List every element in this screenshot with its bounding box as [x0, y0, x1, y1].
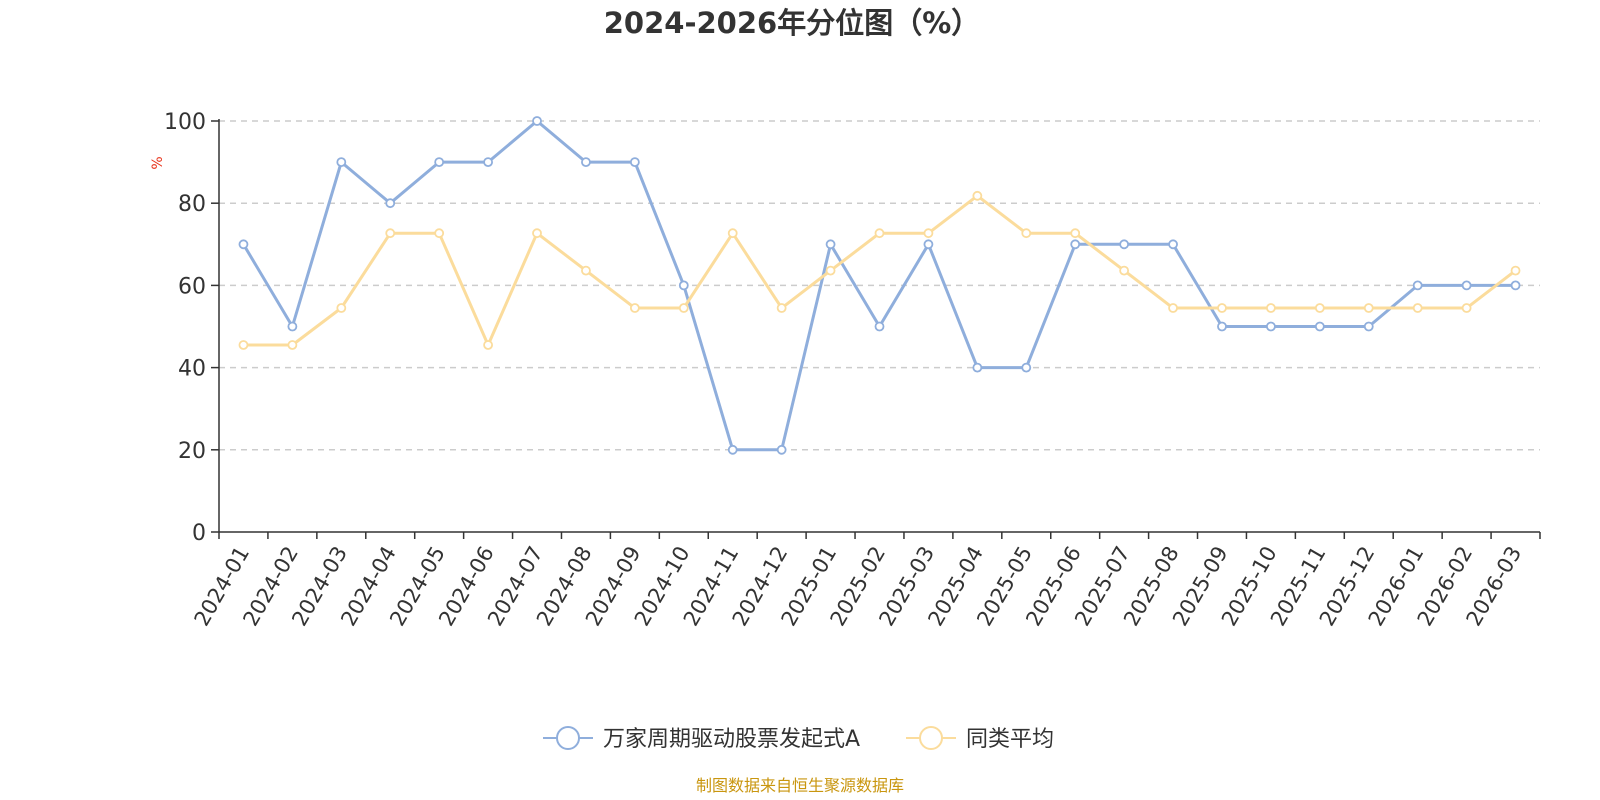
y-tick-label: 20 — [178, 439, 206, 464]
series-1-point — [532, 116, 542, 126]
series-1-point — [1119, 239, 1130, 250]
y-tick-label: 0 — [192, 521, 206, 546]
series-2-point — [727, 228, 738, 239]
chart-title: 2024-2026年分位图（%） — [604, 6, 981, 40]
series-1-point — [1070, 239, 1081, 250]
series-1-point — [1266, 321, 1276, 332]
series-1-point — [1412, 280, 1423, 291]
series-1-point — [1021, 362, 1032, 373]
series-1-point — [923, 239, 934, 250]
series-2-point — [1510, 265, 1521, 276]
series-2-point — [678, 303, 689, 313]
legend[interactable]: 万家周期驱动股票发起式A 同类平均 — [543, 726, 1054, 752]
series-2-point — [972, 190, 983, 201]
series-1-point — [1461, 280, 1472, 291]
series-2-point — [483, 340, 493, 350]
series-2-point — [874, 228, 885, 239]
y-tick-label: 40 — [178, 357, 206, 382]
series-2-point — [776, 303, 787, 313]
legend-circle-icon — [556, 726, 580, 750]
series-2-point — [336, 303, 347, 313]
series-1-point — [972, 362, 983, 373]
series-2-point — [532, 228, 542, 239]
series-1-point — [629, 157, 640, 168]
series-1-point — [1217, 321, 1227, 332]
series-2-point — [1314, 303, 1325, 313]
series-1-point — [238, 239, 249, 250]
series-1-point — [874, 321, 885, 332]
series-2-point — [1021, 228, 1032, 239]
series-layer — [238, 116, 1521, 455]
y-tick-label: 80 — [178, 192, 206, 217]
series-1-point — [336, 157, 347, 168]
source-note: 制图数据来自恒生聚源数据库 — [696, 776, 904, 795]
y-tick-label: 100 — [164, 110, 206, 135]
series-2-point — [1119, 265, 1130, 276]
series-1-point — [483, 157, 493, 168]
series-2-point — [287, 340, 298, 350]
series-1-point — [825, 239, 836, 250]
series-2-point — [1168, 303, 1178, 313]
series-1-point — [287, 321, 298, 332]
series-2-point — [1412, 303, 1423, 313]
grid-layer — [219, 120, 1540, 451]
series-1-point — [776, 444, 787, 455]
legend-item-2[interactable]: 同类平均 — [906, 726, 1054, 752]
legend-label: 万家周期驱动股票发起式A — [603, 727, 860, 752]
series-2-point — [629, 303, 640, 313]
series-1-point — [1363, 321, 1374, 332]
series-1-point — [678, 280, 689, 291]
series-2-point — [1461, 303, 1472, 313]
series-2-point — [825, 265, 836, 276]
series-1-point — [434, 157, 445, 168]
series-2-point — [434, 228, 445, 239]
legend-item-1[interactable]: 万家周期驱动股票发起式A — [543, 726, 860, 752]
series-2-point — [238, 340, 249, 350]
legend-label: 同类平均 — [966, 727, 1054, 752]
series-2-point — [1266, 303, 1276, 313]
legend-circle-icon — [919, 726, 943, 750]
series-2-point — [1217, 303, 1227, 313]
series-1-point — [727, 444, 738, 455]
series-2-point — [581, 265, 591, 276]
series-1-point — [1168, 239, 1178, 250]
y-tick-label: 60 — [178, 274, 206, 299]
series-1-point — [385, 198, 396, 209]
series-1-point — [1314, 321, 1325, 332]
series-1-point — [581, 157, 591, 168]
series-2-point — [385, 228, 396, 239]
series-2-point — [1070, 228, 1081, 239]
series-2-point — [923, 228, 934, 239]
series-2-point — [1363, 303, 1374, 313]
series-1-point — [1510, 280, 1521, 291]
y-axis-label: % — [150, 156, 166, 169]
